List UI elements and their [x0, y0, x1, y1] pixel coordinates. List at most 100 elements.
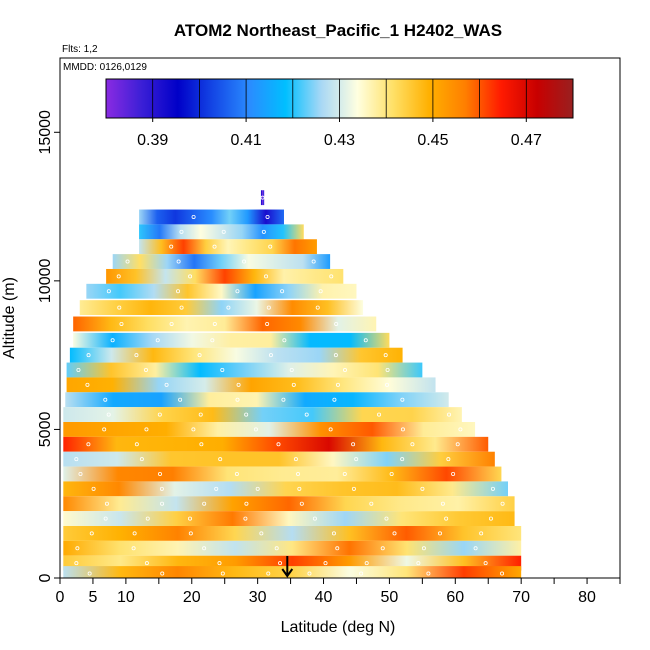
sample-point — [191, 214, 196, 219]
sample-point — [117, 305, 122, 310]
sample-point — [380, 546, 385, 551]
sample-point — [335, 382, 340, 387]
sample-point — [106, 412, 111, 417]
sample-point — [447, 412, 452, 417]
flights-label: Flts: 1,2 — [62, 44, 98, 55]
sample-point — [342, 471, 347, 476]
sample-point — [440, 501, 445, 506]
sample-point — [188, 516, 193, 521]
plot-frame — [59, 57, 621, 579]
sample-point — [176, 259, 181, 264]
chart-title: ATOM2 Northeast_Pacific_1 H2402_WAS — [174, 21, 502, 40]
sample-point — [334, 321, 339, 326]
sample-point — [160, 501, 165, 506]
sample-point — [202, 546, 207, 551]
sample-point — [265, 321, 270, 326]
sample-point — [202, 501, 207, 506]
sample-point — [75, 546, 80, 551]
heatmap-bands — [63, 190, 522, 578]
sample-point — [145, 516, 150, 521]
sample-point — [103, 397, 108, 402]
latitude-marker-arrow — [281, 556, 294, 578]
sample-point — [451, 471, 456, 476]
sample-point — [276, 442, 281, 447]
x-tick-label: 30 — [249, 589, 267, 606]
x-tick-label: 80 — [578, 589, 596, 606]
sample-point — [191, 427, 196, 432]
sample-point — [458, 427, 463, 432]
heatmap-band — [63, 526, 522, 541]
sample-point — [243, 516, 248, 521]
heatmap-band — [63, 466, 502, 482]
x-tick-label: 20 — [183, 589, 201, 606]
sample-point — [383, 353, 388, 358]
sample-point — [400, 457, 405, 462]
sample-point — [104, 501, 109, 506]
sample-point — [323, 561, 328, 566]
sample-point — [259, 531, 264, 536]
sample-point — [116, 274, 121, 279]
marker-head — [281, 568, 294, 578]
sample-point — [268, 244, 273, 249]
heatmap-band — [86, 283, 357, 299]
sample-point — [74, 561, 79, 566]
y-tick-label: 15000 — [37, 110, 54, 155]
sample-point — [236, 382, 241, 387]
sample-point — [299, 501, 304, 506]
sample-point — [377, 412, 382, 417]
sample-point — [110, 338, 115, 343]
heatmap-band — [63, 407, 462, 422]
y-axis-label: Altitude (m) — [1, 277, 18, 359]
sample-point — [134, 442, 139, 447]
sample-point — [157, 471, 162, 476]
y-tick-label: 0 — [37, 573, 54, 582]
sample-point — [420, 486, 425, 491]
sample-point — [220, 367, 225, 372]
heatmap-band — [139, 239, 317, 255]
colorbar-ticks: 0.39 0.41 0.43 0.45 0.47 — [137, 118, 542, 149]
sample-point — [188, 274, 193, 279]
heatmap-band — [63, 511, 515, 526]
colorbar-tick-label: 0.47 — [511, 132, 542, 149]
sample-point — [214, 486, 219, 491]
sample-point — [210, 338, 215, 343]
heatmap-band — [63, 436, 489, 452]
heatmap-band — [65, 392, 449, 408]
dates-label: MMDD: 0126,0129 — [63, 62, 147, 73]
sample-point — [369, 501, 374, 506]
heatmap-band — [69, 347, 403, 363]
sample-point — [179, 229, 184, 234]
sample-point — [293, 457, 298, 462]
sample-point — [500, 501, 505, 506]
sample-point — [212, 244, 217, 249]
sample-point — [437, 531, 442, 536]
sample-point — [179, 305, 184, 310]
sample-point — [421, 546, 426, 551]
sample-point — [500, 571, 505, 576]
heatmap-band — [63, 451, 495, 467]
sample-point — [384, 516, 389, 521]
sample-point — [280, 289, 285, 294]
heatmap-band — [63, 540, 522, 556]
sample-point — [282, 338, 287, 343]
sample-point — [217, 561, 222, 566]
colorbar: 0.39 0.41 0.43 0.45 0.47 — [105, 78, 574, 149]
sample-point — [86, 353, 91, 358]
sample-point — [226, 305, 231, 310]
sample-point — [144, 561, 149, 566]
sample-point — [139, 457, 144, 462]
sample-point — [87, 571, 92, 576]
sample-point — [220, 571, 225, 576]
sample-point — [473, 546, 478, 551]
sample-point — [400, 427, 405, 432]
sample-point — [188, 531, 193, 536]
colorbar-tick-label: 0.41 — [231, 132, 262, 149]
sample-point — [278, 561, 283, 566]
sample-point — [221, 229, 226, 234]
sample-point — [132, 531, 137, 536]
y-tick-label: 10000 — [37, 259, 54, 304]
sample-point — [242, 259, 247, 264]
sample-point — [160, 571, 165, 576]
sample-point — [255, 486, 260, 491]
sample-point — [244, 501, 249, 506]
